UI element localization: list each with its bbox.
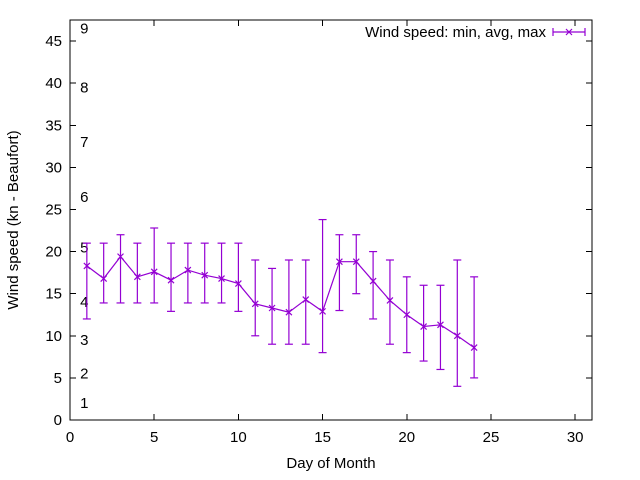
- data-point-marker: [403, 311, 411, 319]
- beaufort-label-6: 6: [80, 189, 88, 206]
- data-point-marker: [117, 253, 124, 261]
- x-tick-label-15: 15: [314, 429, 331, 446]
- y-tick-label-25: 25: [45, 201, 62, 218]
- data-point-marker: [335, 258, 343, 266]
- legend-label: Wind speed: min, avg, max: [365, 24, 546, 41]
- data-point-marker: [150, 268, 158, 276]
- y-axis-title: Wind speed (kn - Beaufort): [5, 130, 22, 309]
- y-tick-label-5: 5: [54, 370, 62, 387]
- data-point-marker: [386, 296, 394, 304]
- data-point-marker: [100, 275, 108, 282]
- beaufort-label-8: 8: [80, 79, 88, 96]
- data-point-marker: [470, 344, 478, 352]
- beaufort-label-7: 7: [80, 134, 88, 151]
- beaufort-scale-group: 1 2 3 4 5 6 7 8 9: [80, 20, 88, 412]
- data-point-marker: [302, 296, 310, 304]
- data-point-marker: [319, 307, 327, 315]
- data-point-marker: [437, 321, 444, 329]
- data-point-marker: [184, 266, 192, 274]
- x-tick-label-5: 5: [150, 429, 158, 446]
- data-point-marker: [167, 276, 175, 284]
- y-tick-label-45: 45: [45, 33, 62, 50]
- data-point-marker: [285, 308, 293, 316]
- y-tick-label-40: 40: [45, 75, 62, 92]
- legend-sample-marker: [565, 28, 573, 36]
- data-point-marker: [420, 323, 428, 330]
- data-point-marker: [83, 262, 91, 270]
- y-tick-label-0: 0: [54, 412, 62, 429]
- y-tick-label-30: 30: [45, 159, 62, 176]
- data-point-marker: [369, 277, 377, 285]
- x-tick-label-0: 0: [66, 429, 74, 446]
- data-series-group: [82, 218, 479, 387]
- x-tick-label-10: 10: [230, 429, 247, 446]
- axis-titles-group: Day of Month Wind speed (kn - Beaufort): [5, 130, 376, 472]
- data-point-marker: [352, 258, 360, 266]
- data-point-marker: [453, 332, 461, 340]
- beaufort-label-3: 3: [80, 332, 88, 349]
- plot-border: [69, 19, 593, 421]
- data-point-marker: [133, 273, 141, 281]
- data-point-marker: [268, 304, 276, 312]
- data-point-marker: [201, 271, 209, 279]
- beaufort-label-1: 1: [80, 395, 88, 412]
- x-tick-label-20: 20: [398, 429, 415, 446]
- x-tick-label-30: 30: [567, 429, 584, 446]
- beaufort-label-9: 9: [80, 20, 88, 37]
- x-axis-title: Day of Month: [286, 455, 375, 472]
- legend-group: Wind speed: min, avg, max: [365, 24, 586, 41]
- beaufort-label-2: 2: [80, 366, 88, 383]
- data-point-marker: [218, 275, 225, 282]
- x-tick-label-25: 25: [483, 429, 500, 446]
- data-point-marker: [251, 300, 259, 308]
- y-tick-label-15: 15: [45, 286, 62, 303]
- y-tick-label-20: 20: [45, 244, 62, 261]
- average-line: [86, 255, 475, 349]
- beaufort-label-4: 4: [80, 294, 88, 311]
- beaufort-label-5: 5: [80, 239, 88, 256]
- y-tick-label-35: 35: [45, 117, 62, 134]
- data-point-marker: [234, 280, 242, 288]
- y-tick-label-10: 10: [45, 328, 62, 345]
